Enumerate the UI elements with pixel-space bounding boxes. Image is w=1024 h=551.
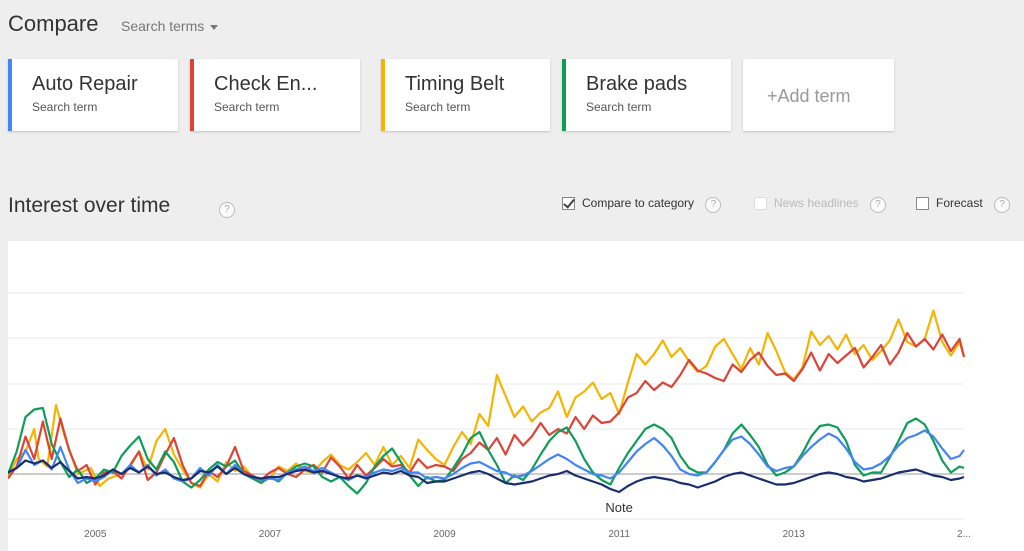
x-tick-label: 2... (957, 529, 971, 540)
news-headlines-option: News headlines ? (754, 196, 887, 213)
help-icon[interactable]: ? (705, 197, 722, 213)
page-title: Compare (8, 11, 99, 36)
search-terms-label: Search terms (121, 18, 205, 34)
compare-to-category-option[interactable]: Compare to category ? (562, 196, 722, 213)
forecast-checkbox[interactable] (916, 197, 929, 210)
compare-to-category-checkbox[interactable] (562, 197, 575, 210)
help-icon[interactable]: ? (870, 197, 887, 213)
term-type: Search term (214, 100, 280, 114)
series-line-3 (8, 429, 965, 485)
forecast-label: Forecast (936, 196, 983, 210)
term-type: Search term (405, 100, 471, 114)
x-tick-label: 2009 (433, 529, 456, 540)
term-card-check-engine[interactable]: Check En... Search term (190, 59, 360, 131)
interest-over-time-title: Interest over time (8, 194, 171, 217)
help-icon[interactable]: ? (219, 202, 235, 218)
interest-chart: 2005 2007 2009 2011 2013 2... Note (8, 241, 1024, 551)
term-type: Search term (32, 100, 98, 114)
compare-to-category-label: Compare to category (582, 196, 695, 210)
forecast-option[interactable]: Forecast ? (916, 196, 1011, 213)
chevron-down-icon (210, 24, 219, 30)
term-card-timing-belt[interactable]: Timing Belt Search term (381, 59, 550, 131)
term-card-brake-pads[interactable]: Brake pads Search term (562, 59, 731, 131)
series-line-0 (8, 309, 966, 489)
news-headlines-checkbox (754, 197, 767, 210)
series-line-2 (8, 406, 965, 495)
note-annotation: Note (605, 500, 632, 515)
x-tick-label: 2007 (259, 529, 282, 540)
add-term-label: +Add term (767, 86, 851, 106)
help-icon[interactable]: ? (994, 197, 1011, 213)
x-tick-label: 2013 (783, 529, 806, 540)
term-name: Check En... (214, 73, 318, 95)
term-card-auto-repair[interactable]: Auto Repair Search term (8, 59, 178, 131)
term-type: Search term (586, 100, 652, 114)
x-tick-label: 2011 (608, 529, 630, 540)
term-name: Brake pads (586, 73, 688, 95)
add-term-button[interactable]: +Add term (743, 59, 894, 131)
term-name: Timing Belt (405, 73, 505, 95)
term-name: Auto Repair (32, 73, 138, 95)
line-chart-svg: 2005 2007 2009 2011 2013 2... Note (8, 292, 971, 540)
news-headlines-label: News headlines (774, 196, 859, 210)
x-tick-label: 2005 (84, 529, 107, 540)
series-line-4 (8, 459, 965, 494)
search-terms-dropdown[interactable]: Search terms (121, 18, 219, 34)
